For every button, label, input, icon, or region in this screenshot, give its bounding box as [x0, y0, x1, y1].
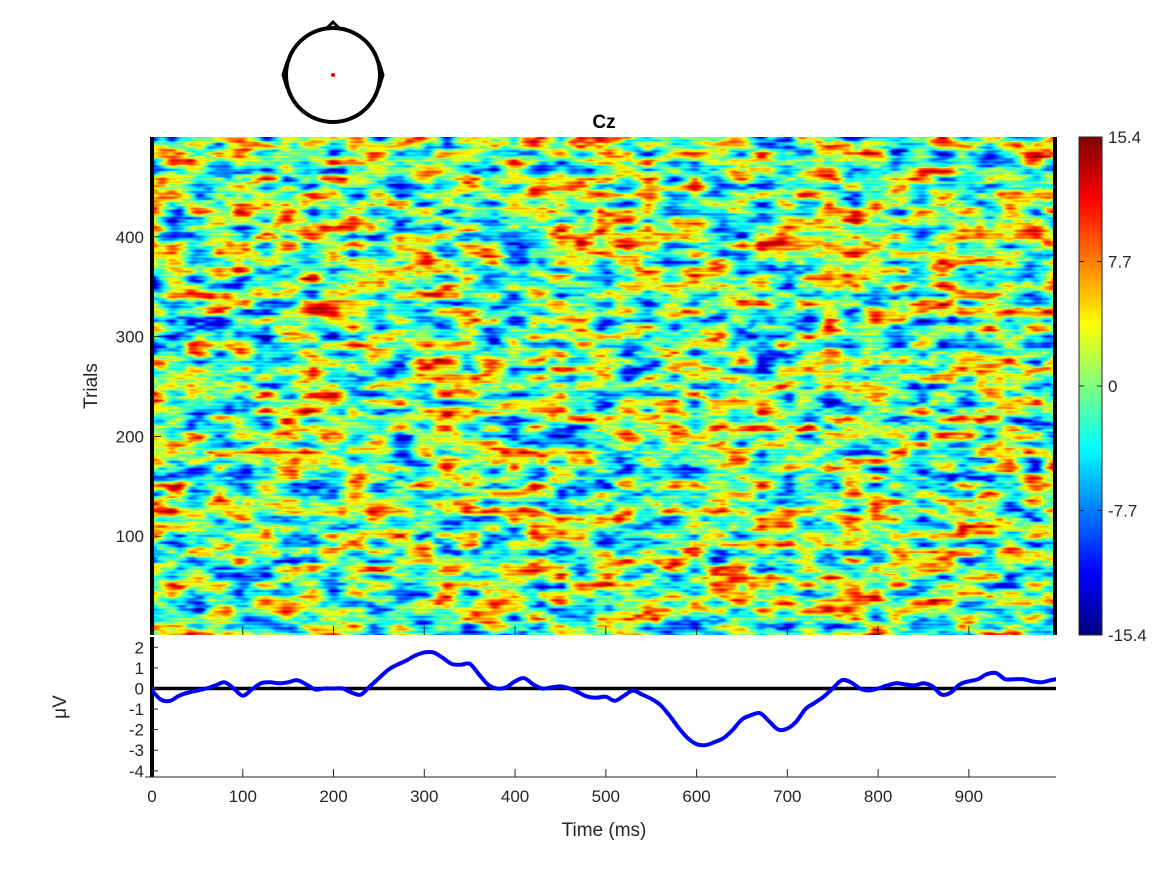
heatmap-title: Cz	[592, 112, 615, 133]
heatmap-y-tick-label: 400	[116, 228, 144, 247]
erp-y-tick-label: 2	[135, 638, 144, 657]
erp-x-tick-label: 700	[773, 787, 801, 806]
heatmap-canvas	[152, 137, 1056, 635]
heatmap-y-label: Trials	[81, 363, 102, 409]
heatmap-y-tick-label: 200	[116, 427, 144, 446]
heatmap-y-tick-label: 300	[116, 328, 144, 347]
colorbar-tick-label: -15.4	[1108, 626, 1147, 645]
erp-x-tick-label: 0	[147, 787, 156, 806]
heatmap-y-ticks: 100 200 300 400	[116, 228, 970, 635]
erp-x-label: Time (ms)	[562, 820, 647, 841]
erp-x-tick-label: 400	[501, 787, 529, 806]
erp-x-ticks: 0 100 200 300 400 500 600 700 800 900	[147, 769, 983, 806]
scalp-left-ear	[281, 61, 289, 89]
erp-x-tick-label: 600	[682, 787, 710, 806]
erp-x-tick-label: 200	[319, 787, 347, 806]
erp-x-tick-label: 900	[955, 787, 983, 806]
colorbar: 15.4 7.7 0 -7.7 -15.4	[1078, 128, 1147, 645]
colorbar-tick-label: 7.7	[1108, 253, 1132, 272]
erp-y-tick-label: -3	[129, 741, 144, 760]
scalp-nose	[325, 19, 341, 30]
erp-y-ticks: 2 10 -1 -2-3 -4	[129, 638, 158, 781]
scalp-right-ear	[377, 61, 385, 89]
erp-x-tick-label: 500	[592, 787, 620, 806]
erp-y-tick-label: 1	[135, 659, 144, 678]
colorbar-tick-label: 0	[1108, 377, 1117, 396]
erp-x-tick-label: 100	[229, 787, 257, 806]
erp-y-tick-label: 0	[135, 679, 144, 698]
erp-y-tick-label: -2	[129, 721, 144, 740]
colorbar-tick-label: -7.7	[1108, 502, 1137, 521]
erp-y-tick-label: -4	[129, 762, 144, 781]
erp-y-tick-label: -1	[129, 700, 144, 719]
scalp-map	[281, 19, 385, 124]
erp-average-panel: 210-1-2-3-4 0 100 200 300 400 500 600 700 800 900	[129, 637, 1056, 806]
erp-x-tick-label: 300	[410, 787, 438, 806]
erp-y-label: μV	[50, 695, 71, 719]
erp-image-heatmap: 100 200 300 400	[116, 137, 1057, 635]
heatmap-y-tick-label: 100	[116, 527, 144, 546]
erp-x-tick-label: 800	[864, 787, 892, 806]
electrode-marker	[331, 73, 335, 77]
colorbar-canvas	[1079, 137, 1102, 635]
colorbar-tick-label: 15.4	[1108, 128, 1141, 147]
colorbar-ticks: 15.4 7.7 0 -7.7 -15.4	[1079, 128, 1147, 645]
erp-series-line	[152, 649, 1056, 748]
